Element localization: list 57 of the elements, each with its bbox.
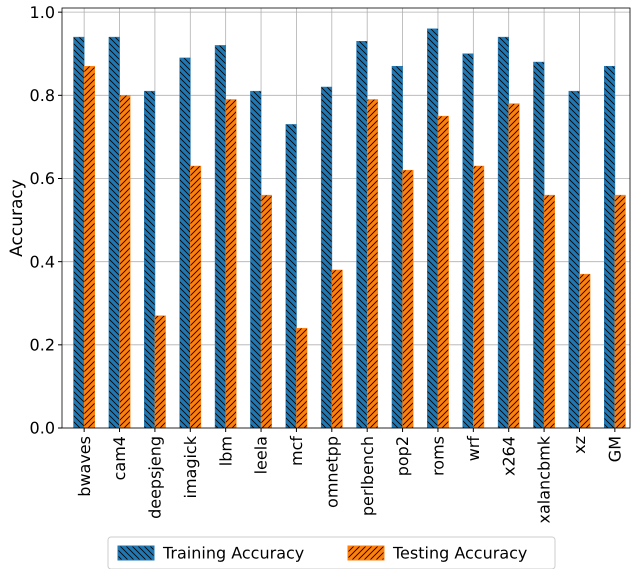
bar: [498, 36, 509, 428]
x-tick-label: lbm: [216, 436, 236, 466]
bar: [154, 315, 166, 428]
x-tick-label: bwaves: [74, 436, 94, 497]
y-axis-title: Accuracy: [7, 179, 27, 257]
x-tick-label: wrf: [464, 436, 483, 462]
x-tick-label: xalancbmk: [534, 435, 554, 524]
x-tick-label: omnetpp: [322, 436, 342, 508]
bar: [604, 66, 616, 428]
bar: [544, 194, 555, 428]
bar: [427, 28, 438, 428]
x-tick-label: xz: [570, 436, 590, 454]
bar: [214, 45, 226, 428]
bar: [356, 41, 368, 428]
bar: [260, 194, 272, 428]
y-tick-label: 0.4: [30, 252, 55, 272]
x-tick-label: x264: [499, 436, 518, 476]
y-tick-label: 1.0: [30, 2, 55, 22]
y-tick-label: 0.0: [30, 418, 55, 438]
bar: [508, 103, 520, 428]
bar: [473, 166, 484, 428]
bar: [402, 170, 414, 428]
bar: [84, 66, 96, 428]
bar: [250, 90, 262, 428]
x-tick-label: roms: [428, 436, 448, 476]
bar: [366, 99, 378, 428]
bar: [614, 194, 626, 428]
bar: [296, 328, 308, 428]
x-tick-label: perlbench: [358, 436, 377, 516]
x-tick-label: cam4: [110, 436, 130, 480]
bar: [392, 66, 403, 428]
bar: [462, 53, 474, 428]
bar: [179, 58, 191, 428]
bar: [332, 270, 343, 428]
bar: [144, 90, 156, 428]
bar: [568, 90, 580, 428]
bar: [533, 62, 544, 428]
y-tick-label: 0.8: [30, 86, 55, 105]
bar: [119, 95, 130, 428]
legend-label: Training Accuracy: [162, 544, 304, 563]
x-tick-label: pop2: [393, 436, 412, 476]
x-tick-label: deepsjeng: [146, 436, 165, 519]
x-tick-label: GM: [605, 436, 624, 462]
x-tick-label: mcf: [287, 436, 306, 466]
x-tick-label: imagick: [180, 435, 200, 498]
bar: [286, 124, 297, 428]
bar: [73, 36, 84, 428]
bar: [190, 166, 202, 428]
bar: [320, 86, 332, 428]
bar: [438, 116, 449, 428]
x-tick-label: leela: [252, 436, 271, 474]
bar: [108, 36, 120, 428]
bar: [225, 99, 237, 428]
y-tick-label: 0.2: [30, 335, 55, 354]
y-tick-label: 0.6: [30, 169, 55, 188]
legend-label: Testing Accuracy: [392, 544, 528, 563]
bar: [579, 274, 590, 428]
